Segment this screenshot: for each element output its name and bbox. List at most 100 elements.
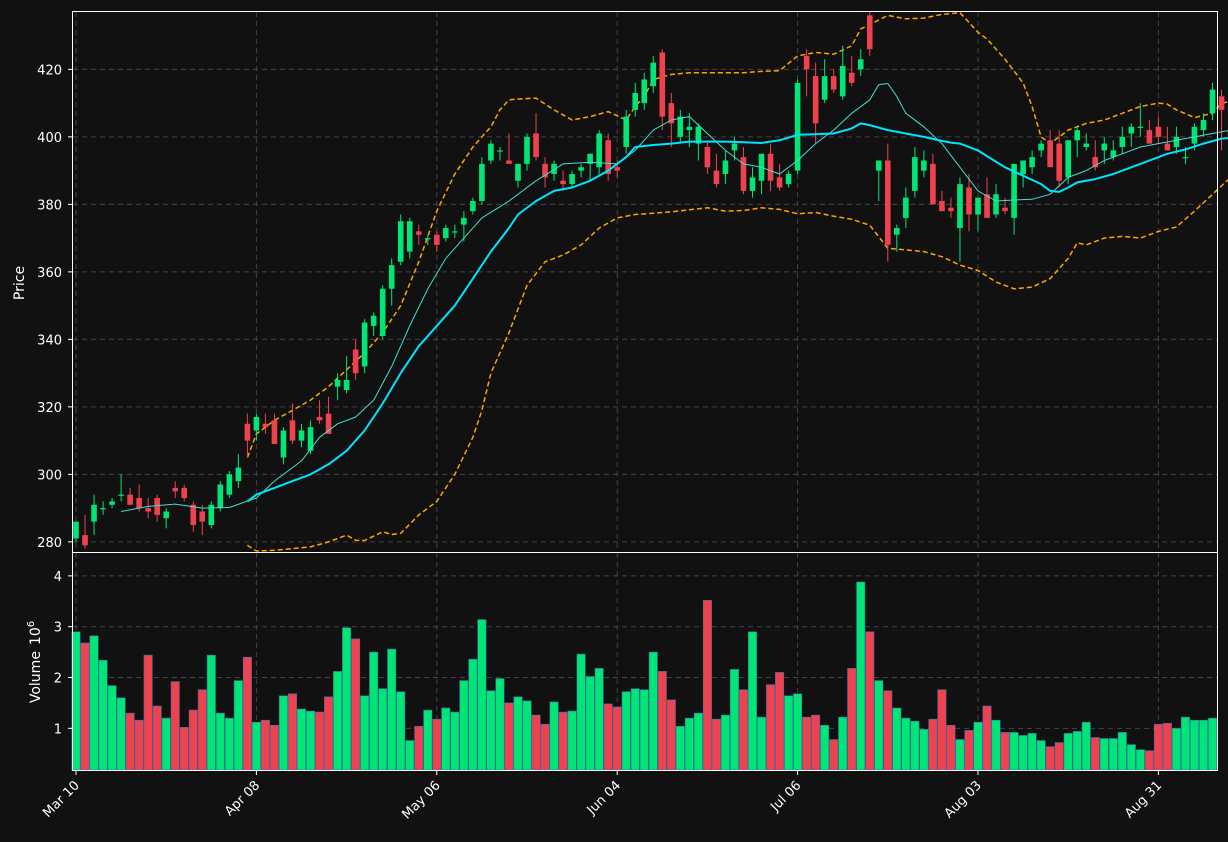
volume-bar <box>612 706 622 771</box>
volume-bar <box>251 721 261 771</box>
volume-bar <box>441 707 451 771</box>
volume-bar <box>531 714 541 771</box>
volume-bar <box>351 638 361 771</box>
candle-body <box>1191 126 1198 144</box>
volume-bar <box>80 642 90 771</box>
candle-body <box>406 221 413 252</box>
volume-bar <box>1090 737 1100 771</box>
volume-bar <box>793 693 803 771</box>
volume-bar <box>1054 742 1064 771</box>
volume-bar <box>459 680 469 771</box>
volume-bar <box>856 581 866 771</box>
candle-body <box>776 177 783 188</box>
candle-body <box>298 430 305 441</box>
candle-body <box>623 116 630 147</box>
volume-bar <box>242 656 252 771</box>
volume-bar <box>423 709 433 771</box>
volume-bar <box>179 727 189 771</box>
volume-bar <box>747 631 757 771</box>
volume-tick-label: 3 <box>54 621 62 636</box>
volume-bar <box>170 681 180 771</box>
price-tick-label: 380 <box>37 198 62 213</box>
volume-bar <box>630 688 640 771</box>
candle-body <box>208 504 215 525</box>
volume-bar <box>369 651 379 771</box>
candle-body <box>1029 157 1035 168</box>
price-tick-label: 400 <box>37 131 62 146</box>
candle-body <box>569 174 575 185</box>
volume-bar <box>820 724 830 771</box>
candle-body <box>82 535 88 546</box>
candle-body <box>857 59 864 70</box>
moving-averages <box>121 83 1228 512</box>
candle-body <box>289 420 296 441</box>
ma-fast-line <box>121 83 1228 512</box>
candle-body <box>352 349 359 374</box>
candle-body <box>424 238 431 240</box>
candle-body <box>190 504 197 525</box>
volume-bar <box>324 696 334 771</box>
candle-body <box>803 55 810 70</box>
volume-bar <box>260 719 270 771</box>
candle-body <box>785 174 792 185</box>
volume-bar <box>567 710 577 771</box>
volume-bar <box>775 672 785 771</box>
candle-body <box>479 163 485 201</box>
candle-body <box>1200 120 1207 131</box>
volume-bar <box>522 700 532 771</box>
volume-bar <box>1072 731 1082 771</box>
volume-bar <box>657 671 667 771</box>
volume-bar <box>1027 733 1037 771</box>
volume-bar <box>549 701 559 771</box>
candle-body <box>1101 143 1108 151</box>
candle-body <box>388 265 395 289</box>
candle-body <box>794 82 801 171</box>
candle-body <box>118 494 124 496</box>
candle-body <box>695 126 702 144</box>
candle-body <box>975 197 981 215</box>
candle-body <box>1209 89 1216 114</box>
candle-body <box>325 413 332 434</box>
price-axis-title: Price <box>12 266 28 300</box>
volume-bar <box>729 669 739 771</box>
volume-bar <box>784 695 794 771</box>
price-y-axis: 280 300 320 340 360 380 400 420 <box>37 63 72 551</box>
candle-body <box>596 133 602 168</box>
candle-body <box>1218 96 1225 110</box>
candle-body <box>316 417 323 421</box>
candle-body <box>100 508 106 510</box>
volume-bar <box>910 720 920 771</box>
volume-bar <box>116 697 126 771</box>
candle-body <box>605 140 611 174</box>
volume-bar <box>982 705 992 771</box>
candle-body <box>434 234 440 245</box>
candle-body <box>939 201 945 212</box>
candle-body <box>830 76 837 90</box>
candle-body <box>488 143 494 161</box>
volume-bar <box>946 724 956 771</box>
candle-body <box>650 62 657 87</box>
candle-body <box>217 484 224 509</box>
volume-panel-frame <box>72 552 1218 771</box>
volume-bar <box>504 702 514 771</box>
volume-bar <box>585 676 595 771</box>
volume-axis-unit: 10 <box>28 627 44 645</box>
candle-body <box>1164 143 1171 151</box>
volume-bar <box>603 703 613 771</box>
volume-bar <box>1063 733 1073 771</box>
candle-body <box>280 430 287 458</box>
candle-body <box>668 103 675 124</box>
volume-bar <box>991 719 1001 771</box>
volume-bar <box>71 631 81 771</box>
volume-bar <box>955 739 965 771</box>
candle-body <box>235 467 242 482</box>
candle-body <box>127 494 133 505</box>
candle-body <box>912 157 918 191</box>
volume-bar <box>296 708 306 771</box>
candle-body <box>145 508 151 512</box>
candle-body <box>524 136 530 164</box>
candle-body <box>578 167 584 171</box>
candle-body <box>109 501 115 505</box>
price-panel: 280 300 320 340 360 380 400 420 Price <box>12 11 1228 553</box>
